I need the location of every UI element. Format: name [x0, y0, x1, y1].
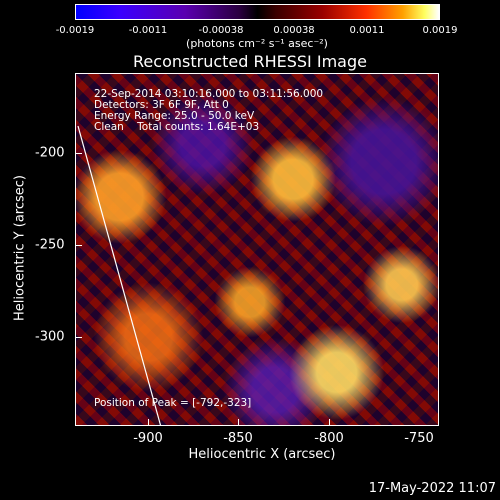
- x-tick-label: -750: [404, 431, 434, 446]
- info-energy-range: Energy Range: 25.0 - 50.0 keV: [94, 110, 255, 122]
- x-tick-mark: [238, 419, 239, 425]
- solar-limb-line: [77, 125, 162, 425]
- y-tick-label: -250: [35, 237, 65, 253]
- y-tick-label: -300: [35, 329, 65, 345]
- colorbar-tick: 0.00038: [273, 25, 315, 36]
- x-tick-mark: [148, 419, 149, 425]
- rhessi-image: 22-Sep-2014 03:10:16.000 to 03:11:56.000…: [75, 73, 439, 426]
- info-total-counts: Clean Total counts: 1.64E+03: [94, 121, 260, 133]
- x-tick-label: -850: [223, 431, 253, 446]
- y-tick-label: -200: [35, 145, 65, 161]
- colorbar-tick: -0.00038: [198, 25, 244, 36]
- colorbar: [75, 4, 440, 20]
- plot-title: Reconstructed RHESSI Image: [133, 52, 367, 71]
- info-time-range: 22-Sep-2014 03:10:16.000 to 03:11:56.000: [94, 88, 324, 100]
- timestamp-footer: 17-May-2022 11:07: [368, 481, 496, 496]
- x-tick-mark: [329, 419, 330, 425]
- colorbar-units: (photons cm⁻² s⁻¹ asec⁻²): [186, 37, 328, 50]
- colorbar-tick: 0.0011: [349, 25, 385, 36]
- y-tick-mark: [76, 245, 82, 246]
- y-tick-mark: [76, 153, 82, 154]
- x-tick-label: -900: [133, 431, 163, 446]
- y-tick-mark: [76, 337, 82, 338]
- colorbar-tick: -0.0011: [128, 25, 168, 36]
- x-axis-label: Heliocentric X (arcsec): [188, 447, 336, 462]
- colorbar-tick: 0.0019: [422, 25, 458, 36]
- info-detectors: Detectors: 3F 6F 9F, Att 0: [94, 99, 229, 111]
- colorbar-tick: -0.0019: [55, 25, 95, 36]
- x-tick-label: -800: [314, 431, 344, 446]
- y-axis-label: Heliocentric Y (arcsec): [12, 175, 28, 321]
- peak-position: Position of Peak = [-792,-323]: [94, 397, 252, 409]
